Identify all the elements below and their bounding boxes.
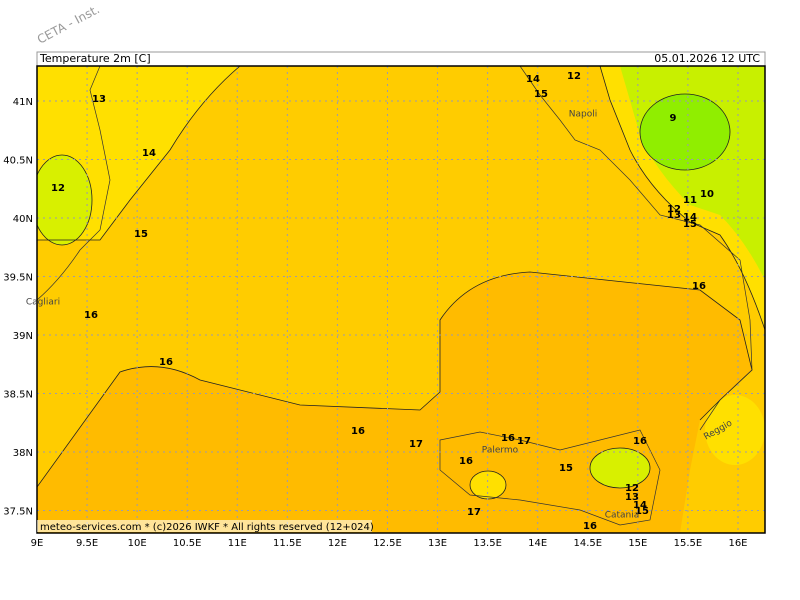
contour-label: 13 — [667, 210, 681, 221]
contour-label: 17 — [517, 436, 531, 447]
contour-label: 17 — [467, 507, 481, 518]
lon-label: 16E — [728, 538, 747, 549]
contour-label: 16 — [692, 281, 706, 292]
coastline — [37, 66, 111, 301]
lon-label: 14E — [528, 538, 547, 549]
lon-label: 11E — [228, 538, 247, 549]
map-title: Temperature 2m [C] — [39, 52, 151, 65]
lat-label: 39.5N — [3, 273, 33, 284]
lon-label: 13E — [428, 538, 447, 549]
lon-label: 10E — [128, 538, 147, 549]
city-label: Catania — [605, 511, 640, 521]
contour-label: 14 — [526, 74, 540, 85]
city-label: Cagliari — [26, 298, 60, 308]
contour-label: 16 — [351, 426, 365, 437]
field-12 — [37, 155, 92, 245]
lon-label: 12E — [328, 538, 347, 549]
lat-label: 38N — [13, 448, 33, 459]
lon-label: 15E — [628, 538, 647, 549]
contour-label: 12 — [667, 204, 681, 215]
lat-label: 40.5N — [3, 156, 33, 167]
contour-label: 11 — [683, 195, 697, 206]
field-sicily-15 — [470, 471, 506, 499]
contour-label: 12 — [625, 483, 639, 494]
lon-label: 15.5E — [674, 538, 703, 549]
lat-label: 38.5N — [3, 390, 33, 401]
lon-label: 12.5E — [373, 538, 402, 549]
contour-label: 10 — [700, 189, 714, 200]
contour-label: 13 — [92, 94, 106, 105]
contour-label: 15 — [134, 229, 148, 240]
isotherm — [37, 66, 241, 241]
contour-label: 17 — [409, 439, 423, 450]
contour-label: 15 — [635, 506, 649, 517]
contour-label: 16 — [159, 357, 173, 368]
contour-label: 14 — [633, 500, 647, 511]
lon-label: 10.5E — [173, 538, 202, 549]
lon-label: 13.5E — [473, 538, 502, 549]
lat-label: 39N — [13, 331, 33, 342]
contour-label: 16 — [459, 456, 473, 467]
contour-label: 16 — [633, 436, 647, 447]
field-16 — [37, 272, 752, 533]
isotherm — [37, 154, 93, 246]
lat-label: 37.5N — [3, 507, 33, 518]
valid-time: 05.01.2026 12 UTC — [654, 52, 760, 65]
contour-label: 13 — [625, 492, 639, 503]
contour-label: 16 — [583, 521, 597, 532]
contour-label: 9 — [670, 113, 677, 124]
isotherm — [599, 66, 765, 331]
coastline — [519, 66, 753, 431]
lat-label: 40N — [13, 214, 33, 225]
contour-label: 15 — [559, 463, 573, 474]
field-ne-9 — [640, 94, 730, 170]
contour-label: 14 — [683, 212, 697, 223]
contour-label: 12 — [51, 183, 65, 194]
isotherm — [37, 271, 753, 488]
footer-credit: meteo-services.com * (c)2026 IWKF * All … — [40, 522, 374, 533]
footer-bg — [37, 520, 372, 532]
contour-label: 16 — [501, 433, 515, 444]
isotherm — [589, 447, 651, 489]
contour-label: 14 — [142, 148, 156, 159]
field-sicily-12 — [590, 448, 650, 488]
contour-label: 12 — [567, 71, 581, 82]
lon-label: 11.5E — [273, 538, 302, 549]
field-reggio — [705, 395, 765, 465]
contour-label: 16 — [84, 310, 98, 321]
city-label: Napoli — [569, 110, 597, 120]
contour-label: 15 — [534, 89, 548, 100]
map-frame — [36, 65, 766, 534]
lat-label: 41N — [13, 97, 33, 108]
lon-label: 9E — [31, 538, 44, 549]
contour-label: 15 — [683, 219, 697, 230]
lon-label: 14.5E — [573, 538, 602, 549]
city-label: Palermo — [482, 446, 519, 456]
isotherm — [639, 93, 731, 171]
coastline — [439, 429, 661, 526]
map-area: meteo-services.com * (c)2026 IWKF * All … — [36, 65, 766, 534]
lon-label: 9.5E — [76, 538, 98, 549]
